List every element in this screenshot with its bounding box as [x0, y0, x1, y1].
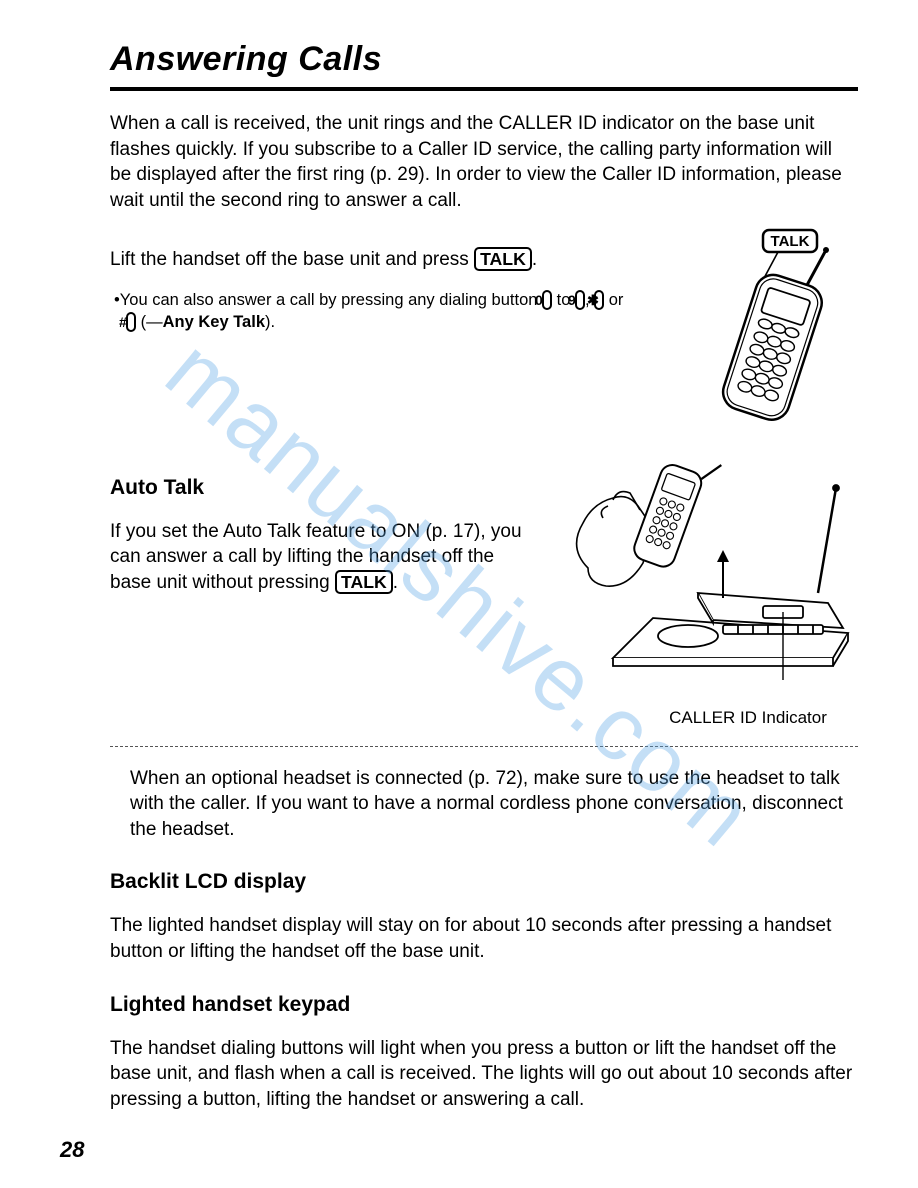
- auto-talk-text-col: Auto Talk If you set the Auto Talk featu…: [110, 448, 528, 610]
- intro-paragraph: When a call is received, the unit rings …: [110, 111, 858, 214]
- any-key-talk-bullet: •You can also answer a call by pressing …: [114, 289, 628, 334]
- keypad-body: The handset dialing buttons will light w…: [110, 1036, 858, 1113]
- key-hash: #: [126, 312, 136, 332]
- any-key-talk-strong: Any Key Talk: [163, 313, 265, 331]
- page-number: 28: [60, 1137, 84, 1163]
- headset-note: When an optional headset is connected (p…: [130, 766, 858, 843]
- dashed-separator: [110, 746, 858, 747]
- auto-talk-paragraph: If you set the Auto Talk feature to ON (…: [110, 519, 528, 596]
- lift-handset-instruction: Lift the handset off the base unit and p…: [110, 247, 628, 273]
- key-0: 0: [542, 290, 552, 310]
- base-unit-illustration: [558, 448, 858, 708]
- talk-key-inline-2: TALK: [335, 570, 393, 594]
- lift-handset-row: Lift the handset off the base unit and p…: [110, 228, 858, 438]
- lift-text-b: .: [532, 249, 537, 270]
- bullet-prefix: •You can also answer a call by pressing …: [114, 291, 542, 309]
- backlit-heading: Backlit LCD display: [110, 870, 858, 894]
- key-9: 9: [575, 290, 585, 310]
- auto-talk-b: .: [393, 572, 398, 593]
- auto-talk-row: Auto Talk If you set the Auto Talk featu…: [110, 448, 858, 728]
- bullet-mid3: or: [604, 291, 623, 309]
- auto-talk-heading: Auto Talk: [110, 476, 528, 500]
- bullet-end: ).: [265, 313, 275, 331]
- lift-text-a: Lift the handset off the base unit and p…: [110, 249, 474, 270]
- base-unit-figure-col: CALLER ID Indicator: [558, 448, 858, 728]
- caller-id-indicator-label: CALLER ID Indicator: [638, 708, 858, 728]
- lift-handset-text-col: Lift the handset off the base unit and p…: [110, 228, 628, 350]
- svg-text:TALK: TALK: [771, 233, 810, 250]
- title-rule: [110, 87, 858, 91]
- bullet-mid4: (—: [136, 313, 163, 331]
- auto-talk-a: If you set the Auto Talk feature to ON (…: [110, 521, 522, 593]
- backlit-body: The lighted handset display will stay on…: [110, 913, 858, 964]
- talk-key-inline: TALK: [474, 247, 532, 271]
- page-title: Answering Calls: [110, 40, 858, 79]
- keypad-heading: Lighted handset keypad: [110, 993, 858, 1017]
- key-star: ✱: [594, 290, 604, 310]
- manual-page: Answering Calls When a call is received,…: [0, 0, 918, 1188]
- handset-figure-col: TALK: [658, 228, 858, 438]
- handset-illustration: TALK: [658, 228, 858, 438]
